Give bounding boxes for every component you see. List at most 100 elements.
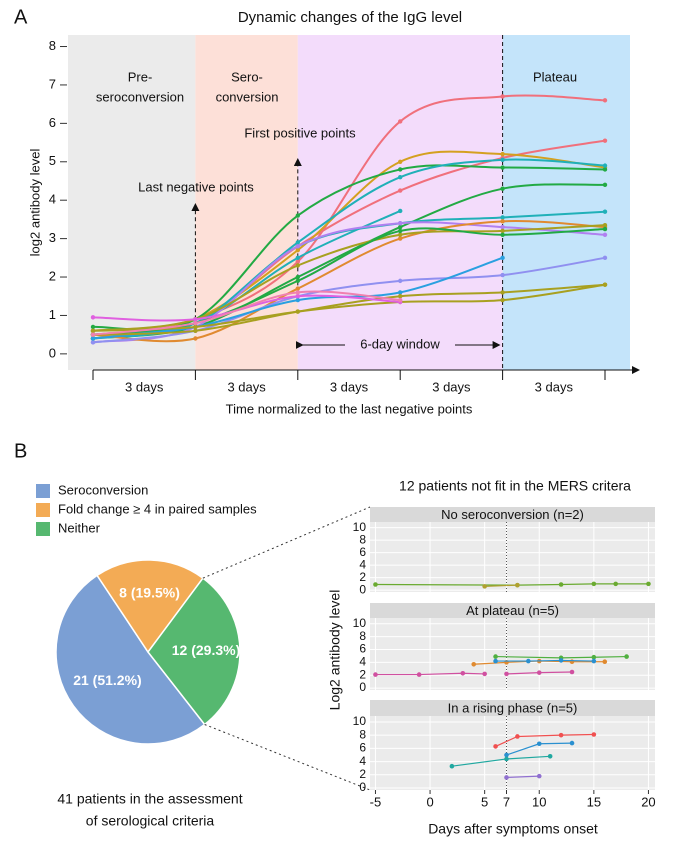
data-point bbox=[295, 278, 300, 284]
data-point bbox=[295, 263, 300, 268]
data-point bbox=[460, 670, 466, 676]
data-point bbox=[295, 309, 300, 314]
data-point bbox=[500, 228, 505, 234]
data-point bbox=[90, 328, 96, 334]
data-point bbox=[500, 297, 505, 303]
y-tick-label: 1 bbox=[49, 307, 56, 322]
pie-caption: 41 patients in the assessment bbox=[57, 791, 242, 807]
interval-label: 3 days bbox=[125, 379, 164, 394]
data-point bbox=[295, 213, 300, 218]
series-line bbox=[92, 290, 401, 336]
y-tick-label: 7 bbox=[49, 76, 56, 91]
data-point bbox=[646, 581, 651, 587]
data-point bbox=[398, 221, 403, 226]
data-point bbox=[500, 272, 505, 278]
data-point bbox=[591, 654, 597, 660]
series-line bbox=[92, 224, 606, 332]
x-tick-label: 20 bbox=[641, 794, 655, 809]
phase-label: Plateau bbox=[533, 69, 577, 84]
data-point bbox=[90, 315, 96, 320]
data-point bbox=[398, 228, 403, 234]
data-point bbox=[591, 581, 597, 587]
data-point bbox=[569, 669, 575, 675]
y-tick-label: 8 bbox=[359, 629, 366, 643]
data-point bbox=[398, 297, 403, 303]
facet-strip bbox=[370, 507, 655, 522]
x-tick-label: 5 bbox=[481, 794, 488, 809]
data-point bbox=[295, 259, 300, 264]
y-tick-label: 0 bbox=[359, 582, 366, 596]
phase-region bbox=[68, 35, 196, 370]
slice-label: 21 (51.2%) bbox=[73, 672, 141, 688]
data-point bbox=[515, 734, 520, 739]
interval-label: 3 days bbox=[330, 379, 369, 394]
data-point bbox=[602, 232, 608, 237]
phase-label: Sero- bbox=[231, 69, 263, 84]
y-tick-label: 0 bbox=[359, 680, 366, 694]
x-axis-title: Days after symptoms onset bbox=[428, 821, 598, 837]
data-point bbox=[493, 744, 498, 749]
legend-swatch bbox=[36, 522, 50, 536]
y-tick-label: 10 bbox=[353, 616, 367, 630]
series-line bbox=[506, 775, 540, 779]
data-point bbox=[515, 582, 520, 588]
pie-slice bbox=[96, 559, 204, 654]
data-point bbox=[193, 317, 198, 322]
data-point bbox=[398, 159, 403, 164]
y-tick-label: 8 bbox=[49, 38, 56, 53]
series-line bbox=[495, 659, 594, 662]
data-point bbox=[558, 582, 564, 587]
legend-label: Neither bbox=[58, 520, 101, 535]
x-tick-label: 15 bbox=[587, 794, 601, 809]
connector bbox=[204, 724, 371, 791]
data-point bbox=[295, 240, 300, 245]
data-point bbox=[295, 297, 300, 303]
data-point bbox=[295, 244, 300, 249]
phase-region bbox=[297, 35, 503, 370]
facet-strip bbox=[370, 603, 655, 618]
data-point bbox=[295, 247, 300, 253]
facet-chart-title: 12 patients not fit in the MERS critera bbox=[399, 478, 631, 494]
series-line bbox=[495, 655, 627, 659]
data-point bbox=[398, 188, 403, 193]
data-point bbox=[493, 654, 498, 659]
data-point bbox=[602, 98, 608, 103]
x-tick-label: 10 bbox=[532, 794, 546, 809]
y-tick-label: 8 bbox=[359, 727, 366, 741]
data-point bbox=[602, 659, 608, 665]
data-point bbox=[591, 732, 597, 737]
series-line bbox=[92, 283, 606, 336]
data-point bbox=[547, 754, 553, 759]
data-point bbox=[536, 773, 542, 779]
series-line bbox=[484, 584, 518, 587]
data-point bbox=[295, 255, 300, 261]
x-axis-title: Time normalized to the last negative poi… bbox=[226, 401, 473, 416]
data-point bbox=[398, 174, 403, 180]
data-point bbox=[90, 340, 96, 345]
data-point bbox=[193, 336, 198, 341]
legend-swatch bbox=[36, 484, 50, 498]
data-point bbox=[500, 157, 505, 163]
interval-label: 3 days bbox=[535, 379, 574, 394]
facet-title: No seroconversion (n=2) bbox=[441, 507, 584, 522]
panel-label: A bbox=[14, 6, 28, 28]
facet-title: In a rising phase (n=5) bbox=[448, 700, 578, 715]
y-tick-label: 0 bbox=[49, 345, 56, 360]
data-point bbox=[500, 94, 505, 99]
data-point bbox=[295, 274, 300, 280]
data-point bbox=[500, 255, 505, 261]
slice-label: 8 (19.5%) bbox=[119, 585, 180, 601]
data-point bbox=[373, 582, 378, 587]
y-tick-label: 4 bbox=[359, 754, 366, 768]
pie-caption: of serological criteria bbox=[86, 813, 215, 829]
y-tick-label: 2 bbox=[49, 268, 56, 283]
data-point bbox=[504, 756, 509, 762]
series-line bbox=[375, 672, 485, 676]
data-point bbox=[398, 236, 403, 241]
data-point bbox=[569, 740, 575, 746]
y-tick-label: 2 bbox=[359, 667, 366, 681]
interval-label: 3 days bbox=[227, 379, 266, 394]
y-tick-label: 10 bbox=[353, 714, 367, 728]
y-tick-label: 6 bbox=[359, 741, 366, 755]
data-point bbox=[398, 208, 403, 214]
